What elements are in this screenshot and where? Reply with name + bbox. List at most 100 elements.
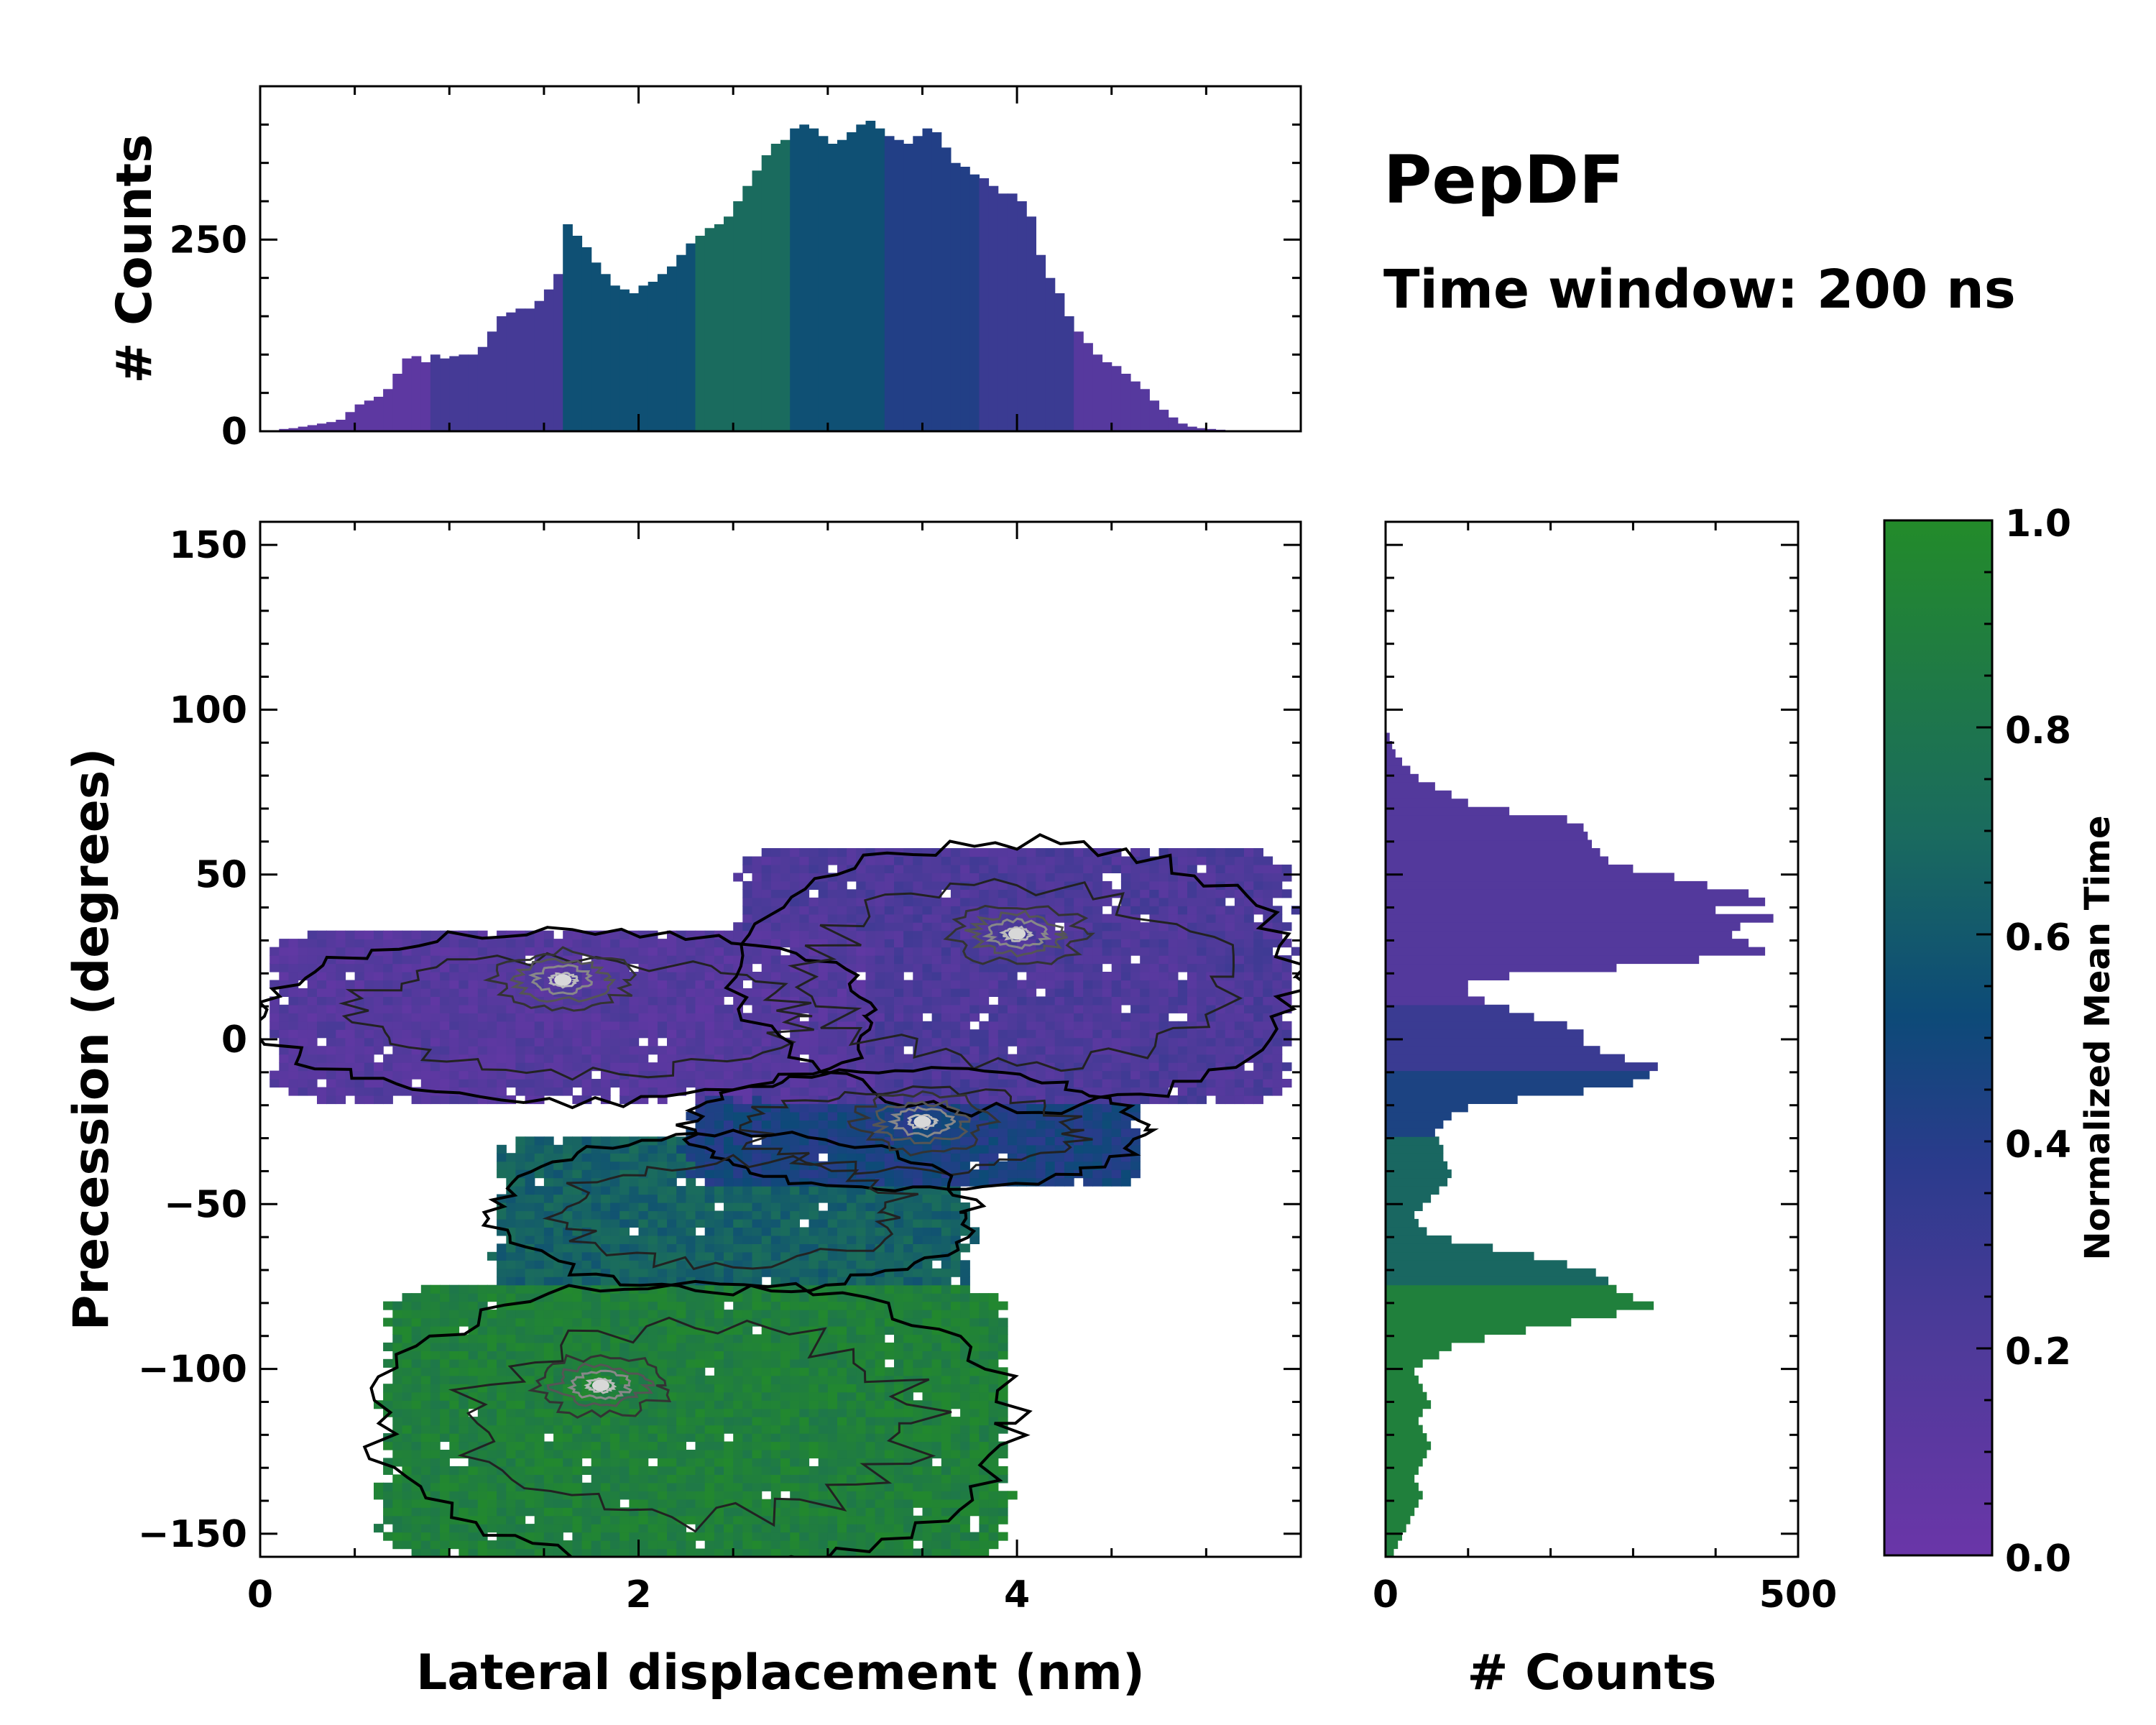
heatmap-cell — [525, 1441, 535, 1450]
heatmap-cell — [543, 1524, 554, 1533]
top-histogram-bar — [506, 312, 516, 431]
heatmap-cell — [894, 1177, 904, 1187]
heatmap-cell — [742, 1210, 753, 1220]
heatmap-cell — [941, 873, 952, 882]
heatmap-cell — [742, 1548, 753, 1557]
heatmap-cell — [402, 1458, 413, 1467]
heatmap-cell — [742, 856, 753, 865]
heatmap-cell — [884, 1466, 895, 1475]
heatmap-cell — [430, 955, 441, 965]
heatmap-cell — [941, 955, 952, 965]
heatmap-cell — [667, 1210, 677, 1220]
heatmap-cell — [610, 1227, 620, 1236]
heatmap-cell — [676, 1029, 686, 1039]
heatmap-cell — [686, 1268, 696, 1277]
heatmap-cell — [733, 1532, 743, 1541]
heatmap-cell — [345, 939, 356, 948]
heatmap-cell — [837, 1466, 847, 1475]
heatmap-cell — [770, 972, 781, 981]
heatmap-cell — [676, 1227, 686, 1236]
heatmap-cell — [818, 1458, 829, 1467]
heatmap-cell — [931, 897, 942, 906]
heatmap-cell — [931, 1054, 942, 1063]
heatmap-cell — [818, 1251, 829, 1261]
heatmap-cell — [818, 1524, 829, 1533]
heatmap-cell — [648, 972, 658, 981]
heatmap-cell — [610, 1358, 620, 1368]
heatmap-cell — [969, 988, 980, 997]
heatmap-cell — [950, 1037, 961, 1046]
heatmap-cell — [383, 1499, 393, 1508]
heatmap-cell — [648, 1540, 658, 1550]
heatmap-cell — [667, 1540, 677, 1550]
heatmap-cell — [317, 947, 327, 956]
heatmap-cell — [969, 1079, 980, 1088]
heatmap-cell — [676, 1079, 686, 1088]
heatmap-cell — [600, 1466, 611, 1475]
heatmap-cell — [780, 1251, 791, 1261]
heatmap-cell — [591, 1301, 602, 1310]
heatmap-cell — [856, 1400, 867, 1409]
heatmap-cell — [497, 1284, 507, 1294]
heatmap-cell — [402, 1450, 413, 1459]
heatmap-cell — [420, 930, 431, 939]
heatmap-cell — [411, 955, 422, 965]
heatmap-cell — [610, 1079, 620, 1088]
heatmap-cell — [515, 1326, 526, 1335]
heatmap-cell — [468, 1293, 479, 1302]
heatmap-cell — [799, 1400, 810, 1409]
heatmap-cell — [563, 1054, 573, 1063]
heatmap-cell — [534, 1392, 545, 1401]
heatmap-cell — [969, 972, 980, 981]
top-histogram-bar — [317, 423, 327, 431]
heatmap-cell — [506, 1458, 517, 1467]
heatmap-cell — [761, 963, 772, 972]
heatmap-cell — [553, 1524, 563, 1533]
heatmap-cell — [326, 1037, 336, 1046]
heatmap-cell — [799, 1227, 810, 1236]
heatmap-cell — [411, 1351, 422, 1360]
heatmap-cell — [591, 1021, 602, 1030]
heatmap-cell — [969, 1417, 980, 1426]
heatmap-cell — [619, 1268, 630, 1277]
heatmap-cell — [648, 1334, 658, 1343]
heatmap-cell — [487, 1013, 497, 1022]
heatmap-cell — [629, 1243, 640, 1253]
heatmap-cell — [847, 1013, 857, 1022]
top-histogram-bar — [969, 174, 980, 431]
heatmap-cell — [525, 1136, 535, 1146]
heatmap-cell — [770, 1087, 781, 1096]
heatmap-cell — [676, 1243, 686, 1253]
heatmap-cell — [941, 1367, 952, 1376]
heatmap-cell — [818, 1548, 829, 1557]
heatmap-cell — [818, 1491, 829, 1500]
heatmap-cell — [922, 1548, 933, 1557]
heatmap-cell — [610, 1342, 620, 1351]
heatmap-cell — [724, 1037, 734, 1046]
heatmap-cell — [884, 1400, 895, 1409]
heatmap-cell — [392, 1375, 403, 1384]
heatmap-cell — [695, 1482, 706, 1491]
heatmap-cell — [402, 1310, 413, 1319]
heatmap-cell — [449, 1540, 460, 1550]
heatmap-cell — [648, 996, 658, 1006]
heatmap-cell — [865, 864, 876, 873]
top-histogram-bar — [279, 428, 289, 431]
heatmap-cell — [865, 1194, 876, 1203]
heatmap-cell — [374, 1087, 384, 1096]
heatmap-cell — [553, 1458, 563, 1467]
heatmap-cell — [534, 1260, 545, 1269]
heatmap-cell — [667, 1482, 677, 1491]
heatmap-cell — [430, 1079, 441, 1088]
heatmap-cell — [714, 1021, 724, 1030]
heatmap-cell — [969, 1029, 980, 1039]
heatmap-cell — [903, 1408, 913, 1417]
heatmap-cell — [667, 980, 677, 989]
heatmap-cell — [724, 1268, 734, 1277]
heatmap-cell — [931, 1021, 942, 1030]
heatmap-cell — [894, 914, 904, 923]
heatmap-cell — [629, 1054, 640, 1063]
heatmap-cell — [742, 1202, 753, 1212]
heatmap-cell — [497, 1482, 507, 1491]
heatmap-cell — [865, 1425, 876, 1434]
